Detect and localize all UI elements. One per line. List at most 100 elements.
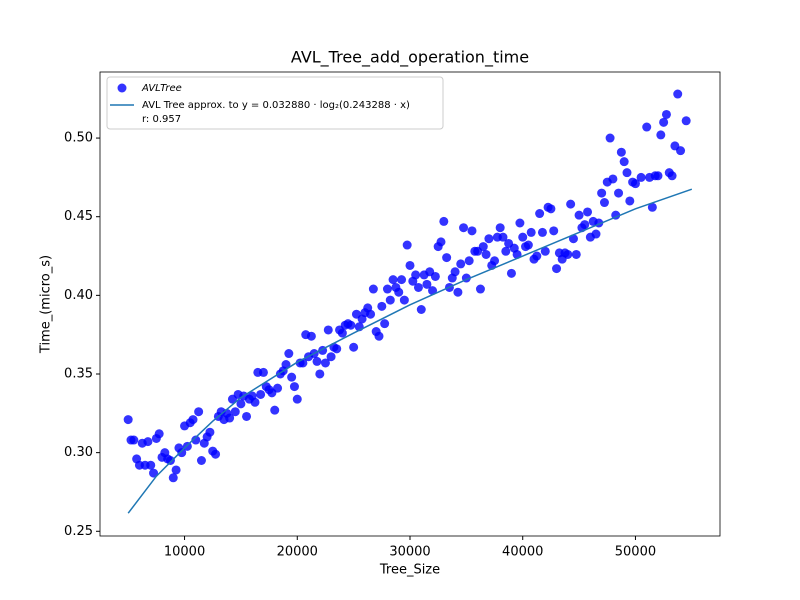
scatter-point xyxy=(478,242,488,252)
scatter-point xyxy=(399,295,409,305)
scatter-point xyxy=(388,275,398,285)
scatter-point xyxy=(571,249,581,259)
scatter-point xyxy=(177,448,187,458)
scatter-point xyxy=(289,382,299,392)
scatter-point xyxy=(405,260,415,270)
scatter-point xyxy=(436,237,446,247)
scatter-point xyxy=(622,168,632,178)
scatter-point xyxy=(273,383,283,393)
scatter-point xyxy=(597,188,607,198)
y-tick-label: 0.50 xyxy=(64,131,93,146)
scatter-point xyxy=(619,157,629,167)
scatter-point xyxy=(518,232,528,242)
scatter-point xyxy=(284,349,294,359)
scatter-point xyxy=(194,407,204,417)
y-tick-label: 0.25 xyxy=(64,524,93,539)
scatter-point xyxy=(501,246,511,256)
scatter-point xyxy=(552,264,562,274)
scatter-point xyxy=(467,226,477,236)
scatter-point xyxy=(411,270,421,280)
scatter-point xyxy=(236,399,246,409)
scatter-point xyxy=(394,287,404,297)
scatter-point xyxy=(498,232,508,242)
scatter-point xyxy=(413,282,423,292)
scatter-point xyxy=(385,295,395,305)
scatter-point xyxy=(188,415,198,425)
scatter-point xyxy=(332,344,342,354)
scatter-point xyxy=(667,171,677,181)
scatter-point xyxy=(256,389,266,399)
scatter-point xyxy=(475,284,485,294)
scatter-point xyxy=(681,116,691,126)
scatter-point xyxy=(242,411,252,421)
legend-label: AVLTree xyxy=(141,83,182,94)
scatter-point xyxy=(661,109,671,119)
scatter-point xyxy=(165,456,175,466)
scatter-point xyxy=(481,249,491,259)
scatter-point xyxy=(205,427,215,437)
scatter-point xyxy=(653,171,663,181)
scatter-point xyxy=(171,465,181,475)
scatter-point xyxy=(154,429,164,439)
scatter-point xyxy=(442,253,452,263)
scatter-point xyxy=(642,122,652,132)
scatter-point xyxy=(366,309,376,319)
legend-fit-r: r: 0.957 xyxy=(142,114,181,125)
scatter-point xyxy=(464,256,474,266)
scatter-point xyxy=(459,223,469,233)
scatter-point xyxy=(676,146,686,156)
y-tick-label: 0.35 xyxy=(64,366,93,381)
legend-box xyxy=(106,76,444,130)
scatter-point xyxy=(659,117,669,127)
scatter-point xyxy=(292,394,302,404)
scatter-point xyxy=(540,246,550,256)
scatter-point xyxy=(123,415,133,425)
scatter-point xyxy=(456,259,466,269)
scatter-point xyxy=(281,360,291,370)
scatter-point xyxy=(484,234,494,244)
scatter-point xyxy=(416,305,426,315)
scatter-point xyxy=(168,473,178,483)
scatter-point xyxy=(306,331,316,341)
y-tick-label: 0.30 xyxy=(64,445,93,460)
scatter-point xyxy=(374,331,384,341)
scatter-point xyxy=(196,456,206,466)
scatter-point xyxy=(368,284,378,294)
scatter-point xyxy=(523,240,533,250)
scatter-point xyxy=(258,367,268,377)
scatter-point xyxy=(506,268,516,278)
scatter-point xyxy=(625,196,635,206)
fit-line xyxy=(127,188,693,514)
scatter-point xyxy=(129,435,139,445)
scatter-point xyxy=(526,227,536,237)
legend-marker xyxy=(117,83,127,93)
scatter-point xyxy=(146,460,156,470)
scatter-point xyxy=(377,301,387,311)
x-tick-label: 40000 xyxy=(502,545,543,560)
scatter-point xyxy=(515,218,525,228)
scatter-point xyxy=(149,468,159,478)
scatter-point xyxy=(250,397,260,407)
scatter-point xyxy=(315,369,325,379)
scatter-point xyxy=(566,199,576,209)
scatter-point xyxy=(450,267,460,277)
scatter-point xyxy=(537,227,547,237)
scatter-point xyxy=(382,284,392,294)
scatter-point xyxy=(673,89,683,99)
scatter-point xyxy=(211,449,221,459)
scatter-point xyxy=(230,407,240,417)
scatter-point xyxy=(453,287,463,297)
scatter-point xyxy=(397,275,407,285)
plot-frame xyxy=(99,71,721,537)
scatter-point xyxy=(583,207,593,217)
chart-title: AVL_Tree_add_operation_time xyxy=(291,48,529,68)
scatter-point xyxy=(320,358,330,368)
scatter-point xyxy=(580,220,590,230)
scatter-point xyxy=(546,204,556,214)
scatter-point xyxy=(608,174,618,184)
y-tick-label: 0.40 xyxy=(64,288,93,303)
scatter-point xyxy=(337,328,347,338)
scatter-point xyxy=(549,226,559,236)
